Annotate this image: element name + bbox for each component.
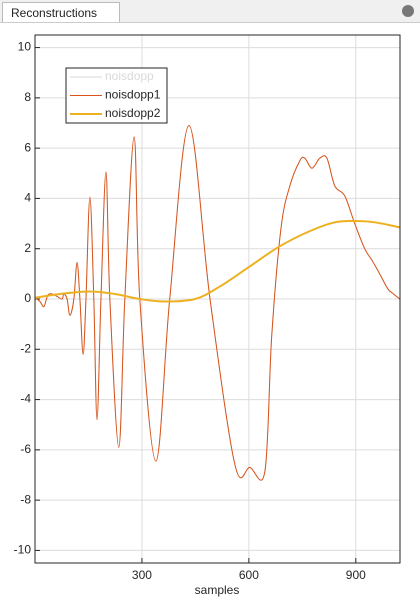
y-tick-label: -4 <box>20 392 31 406</box>
y-tick-label: 8 <box>24 90 31 104</box>
y-tick-label: -6 <box>20 442 31 456</box>
y-tick-label: 2 <box>24 241 31 255</box>
y-tick-label: 4 <box>24 191 31 205</box>
series-line <box>34 125 400 481</box>
series-line <box>34 220 400 303</box>
x-axis-label: samples <box>195 583 240 597</box>
y-tick-label: -8 <box>20 492 31 506</box>
y-tick-label: -10 <box>14 543 32 557</box>
x-tick-label: 900 <box>346 568 366 582</box>
legend-label: noisdopp2 <box>105 106 161 120</box>
x-tick-label: 600 <box>239 568 259 582</box>
y-tick-label: -2 <box>20 341 31 355</box>
tab[interactable]: Reconstructions <box>2 2 120 22</box>
y-tick-label: 10 <box>18 40 32 54</box>
y-tick-label: 0 <box>24 291 31 305</box>
legend-label: noisdopp1 <box>105 88 161 102</box>
menu-button[interactable] <box>402 5 414 17</box>
y-tick-label: 6 <box>24 140 31 154</box>
chart: samples -10 -8 -6 -4 -2 0 2 4 6 8 10 300 600 900 noisd… <box>14 34 401 597</box>
tab-bar: Reconstructions <box>0 0 420 23</box>
legend-label: noisdopp <box>105 69 154 83</box>
x-tick-label: 300 <box>132 568 152 582</box>
plot-frame <box>34 34 401 564</box>
